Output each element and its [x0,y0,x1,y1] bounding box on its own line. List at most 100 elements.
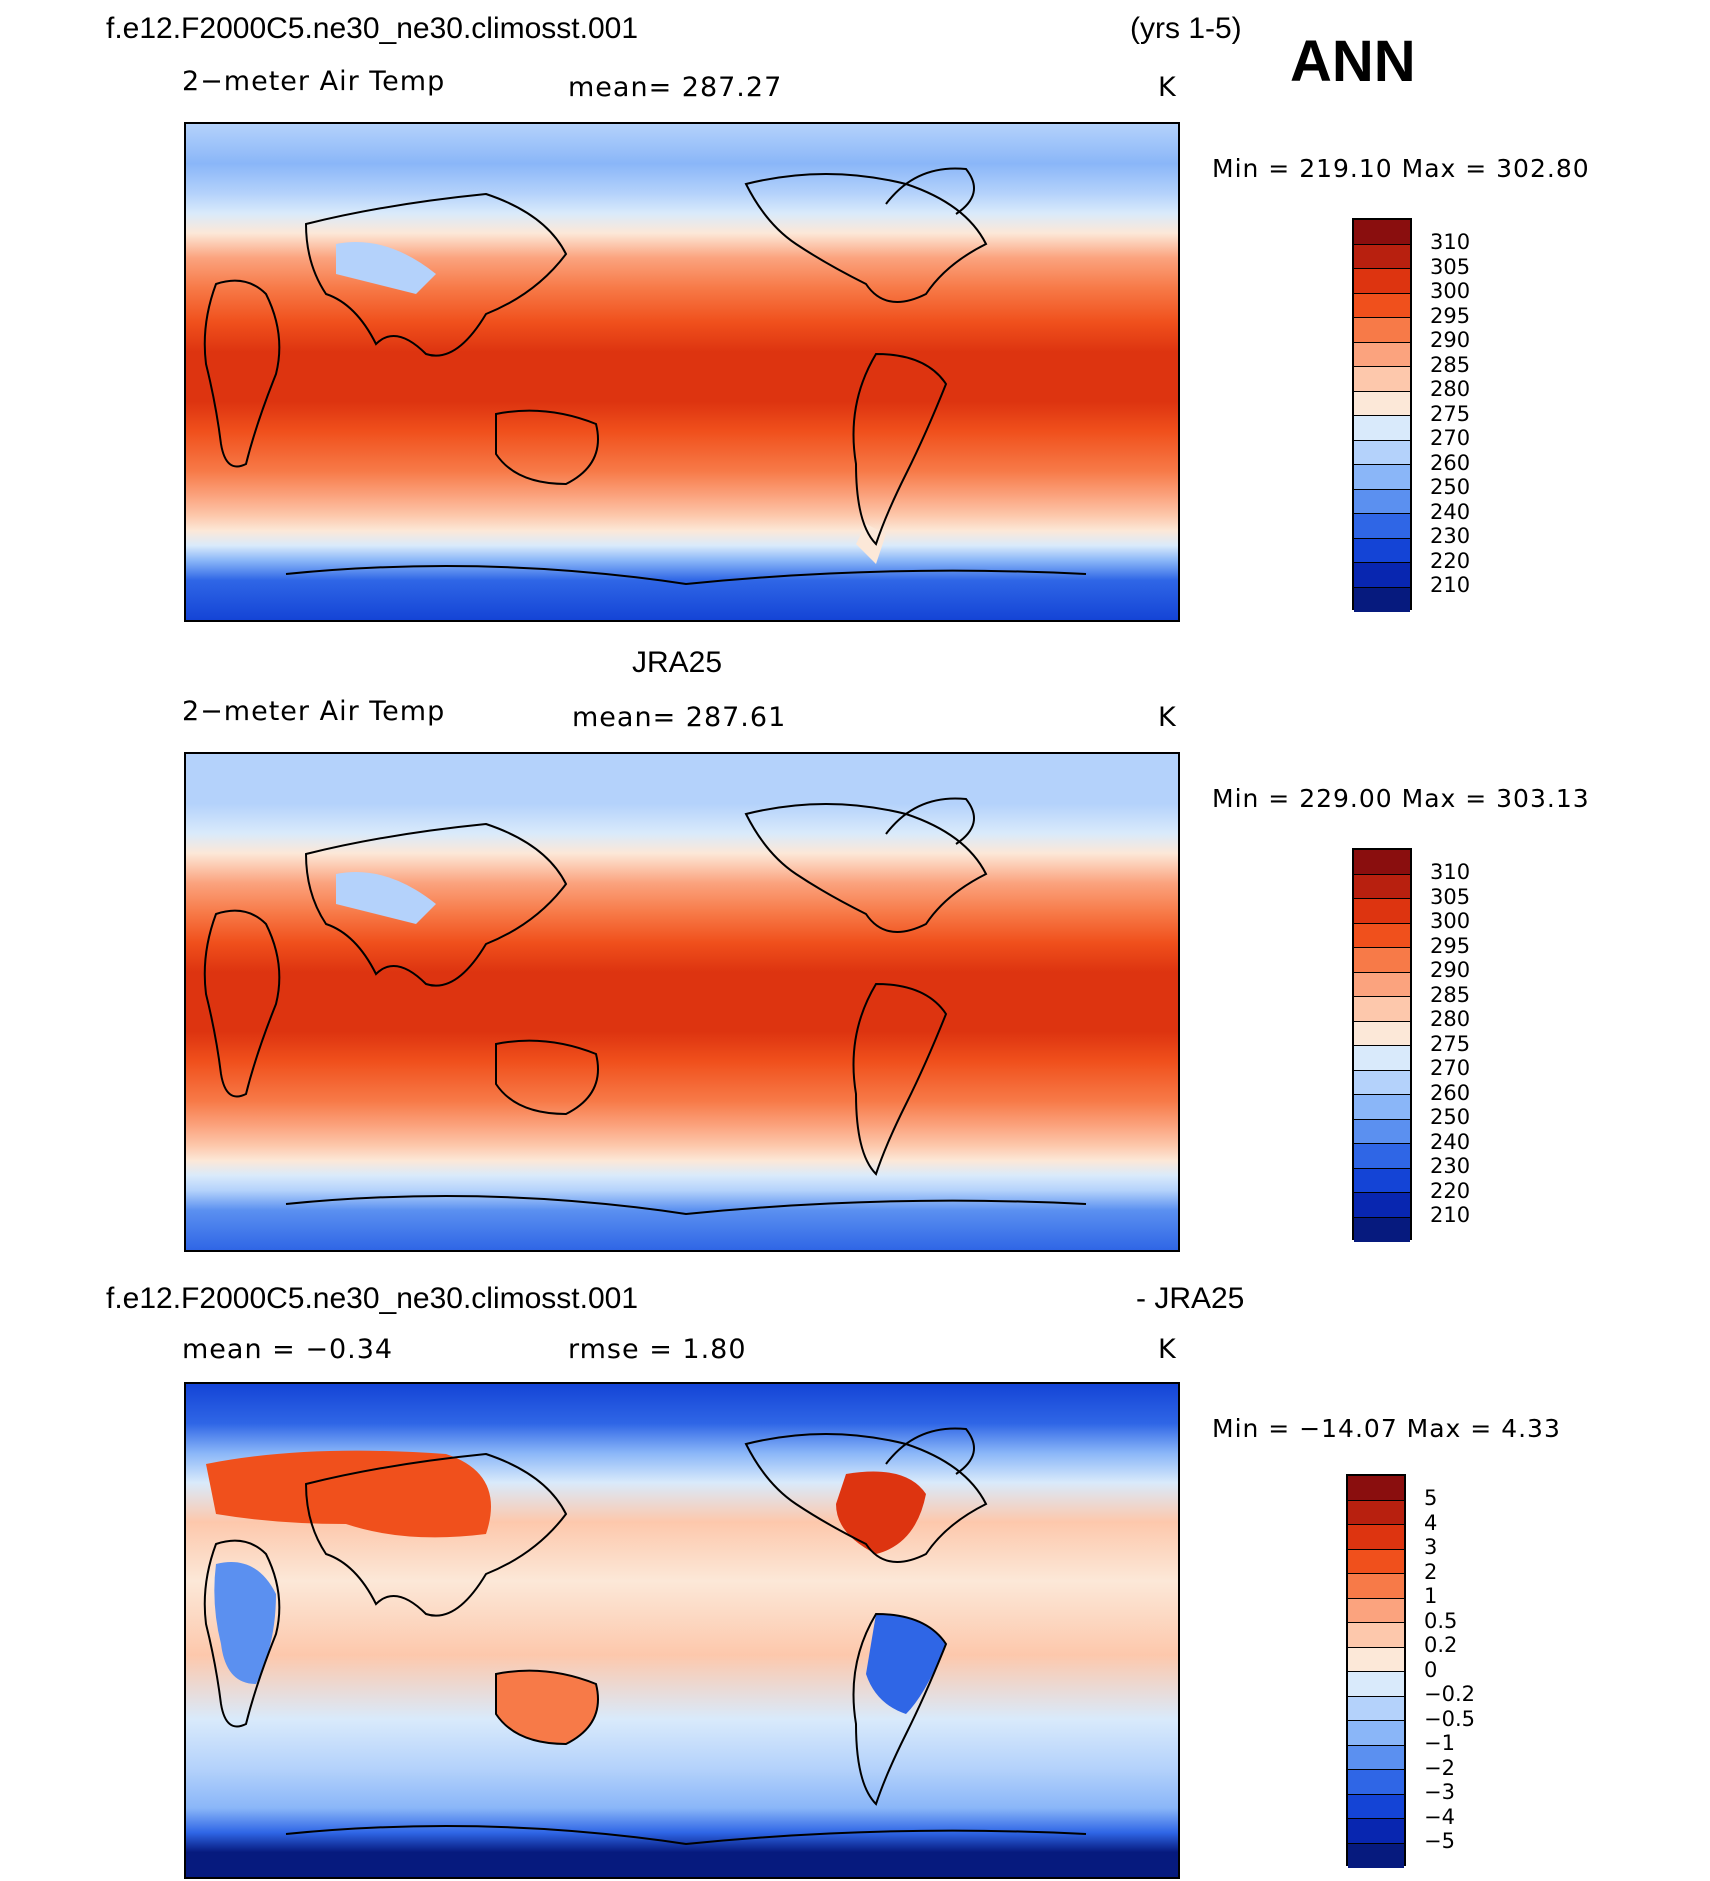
panel1-cbar-labels: 310 305 300 295 290 285 280 275 270 260 … [1430,230,1470,598]
panel3-cbar-seg [1348,1819,1404,1844]
tibet-cold-patch [336,242,436,294]
panel1-cbar-seg [1354,244,1410,269]
cbar-label: 250 [1430,475,1471,499]
panel2-units: K [1158,702,1177,733]
panel2-cbar-seg [1354,874,1410,899]
cbar-label: 300 [1430,909,1471,933]
panel3-cbar-seg [1348,1476,1404,1501]
panel1-cbar-seg [1354,465,1410,490]
cbar-label: 310 [1430,230,1471,254]
panel2-colorbar [1352,848,1412,1242]
panel1-cbar-seg [1354,440,1410,465]
cbar-label: 270 [1430,1056,1471,1080]
cbar-label: 210 [1430,573,1471,597]
panel2-cbar-seg [1354,1070,1410,1095]
panel2-cbar-seg [1354,997,1410,1022]
panel1-cbar-seg [1354,514,1410,539]
cbar-label: 5 [1424,1486,1438,1510]
cbar-label: 300 [1430,279,1471,303]
panel2-mean: mean= 287.61 [572,702,787,733]
panel3-cbar-seg [1348,1574,1404,1599]
panel3-title-left: f.e12.F2000C5.ne30_ne30.climosst.001 [106,1282,639,1315]
panel1-cbar-seg [1354,318,1410,343]
panel2-cbar-seg [1354,923,1410,948]
panel3-colorbar [1346,1474,1406,1868]
panel3-cbar-seg [1348,1794,1404,1819]
cbar-label: 220 [1430,1178,1471,1203]
cbar-label: −2 [1424,1755,1455,1780]
panel3-rmse: rmse = 1.80 [568,1334,747,1365]
cbar-label: 0.2 [1424,1633,1458,1657]
panel1-cbar-seg [1354,416,1410,441]
panel3-cbar-seg [1348,1549,1404,1574]
panel1-map-svg [186,124,1178,620]
samerica-cold-patch [866,1614,946,1714]
panel2-cbar-seg [1354,1095,1410,1120]
panel1-cbar-seg [1354,269,1410,294]
cbar-label: 240 [1430,499,1471,524]
panel1-cbar-seg [1354,220,1410,245]
years-label: (yrs 1-5) [1130,12,1242,45]
panel3-map [184,1382,1180,1879]
cbar-label: 210 [1430,1203,1471,1227]
panel1-cbar-seg [1354,587,1410,612]
panel2-title: JRA25 [632,646,723,679]
panel2-cbar-labels: 310 305 300 295 290 285 280 275 270 260 … [1430,860,1470,1228]
panel1-cbar-seg [1354,367,1410,392]
panel1-mean: mean= 287.27 [568,72,783,103]
cbar-label: −0.5 [1424,1706,1475,1731]
australia-warm-patch [496,1670,598,1744]
cbar-label: 275 [1430,401,1471,426]
cbar-label: 305 [1430,884,1471,909]
namerica-warm-patch [836,1471,926,1554]
cbar-label: 220 [1430,548,1471,573]
cbar-label: 270 [1430,426,1471,450]
panel3-title-right: - JRA25 [1136,1282,1245,1315]
panel3-cbar-labels: 5 4 3 2 1 0.5 0.2 0 −0.2 −0.5 −1 −2 −3 −… [1424,1486,1475,1854]
cbar-label: 250 [1430,1105,1471,1129]
cbar-label: 0 [1424,1657,1438,1682]
eurasia-warm-patch [206,1450,491,1538]
cbar-label: 3 [1424,1535,1438,1559]
cbar-label: 290 [1430,958,1471,982]
panel2-cbar-seg [1354,948,1410,973]
cbar-label: 310 [1430,860,1471,884]
panel2-cbar-seg [1354,972,1410,997]
panel3-cbar-seg [1348,1500,1404,1525]
panel3-cbar-seg [1348,1525,1404,1550]
panel2-cbar-seg [1354,1144,1410,1169]
cbar-label: 0.5 [1424,1608,1458,1633]
panel3-mean: mean = −0.34 [182,1334,394,1365]
panel1-cbar-seg [1354,391,1410,416]
panel2-map [184,752,1180,1252]
panel1-coastlines [203,167,1087,586]
panel1-cbar-seg [1354,489,1410,514]
panel1-variable: 2−meter Air Temp [182,66,446,97]
panel2-variable: 2−meter Air Temp [182,696,446,727]
panel2-cbar-seg [1354,1168,1410,1193]
cbar-label: 280 [1430,1007,1471,1031]
cbar-label: 2 [1424,1559,1438,1584]
panel2-minmax: Min = 229.00 Max = 303.13 [1212,784,1590,813]
panel1-cbar-seg [1354,563,1410,588]
panel3-minmax: Min = −14.07 Max = 4.33 [1212,1414,1561,1443]
panel3-coastlines [203,1427,1087,1846]
cbar-label: −3 [1424,1780,1455,1804]
case-title: f.e12.F2000C5.ne30_ne30.climosst.001 [106,12,639,45]
cbar-label: −5 [1424,1829,1455,1853]
cbar-label: 290 [1430,328,1471,352]
panel1-cbar-seg [1354,538,1410,563]
panel1-units: K [1158,72,1177,103]
panel3-cbar-seg [1348,1647,1404,1672]
cbar-label: 1 [1424,1584,1438,1608]
cbar-label: 295 [1430,303,1471,328]
cbar-label: −1 [1424,1731,1455,1755]
panel2-coastlines [203,797,1087,1216]
panel1-cbar-seg [1354,293,1410,318]
panel3-cbar-seg [1348,1672,1404,1697]
panel3-cbar-seg [1348,1623,1404,1648]
panel1-minmax: Min = 219.10 Max = 302.80 [1212,154,1590,183]
panel3-units: K [1158,1334,1177,1365]
africa-cold-patch [214,1562,276,1684]
season-label: ANN [1290,29,1416,94]
